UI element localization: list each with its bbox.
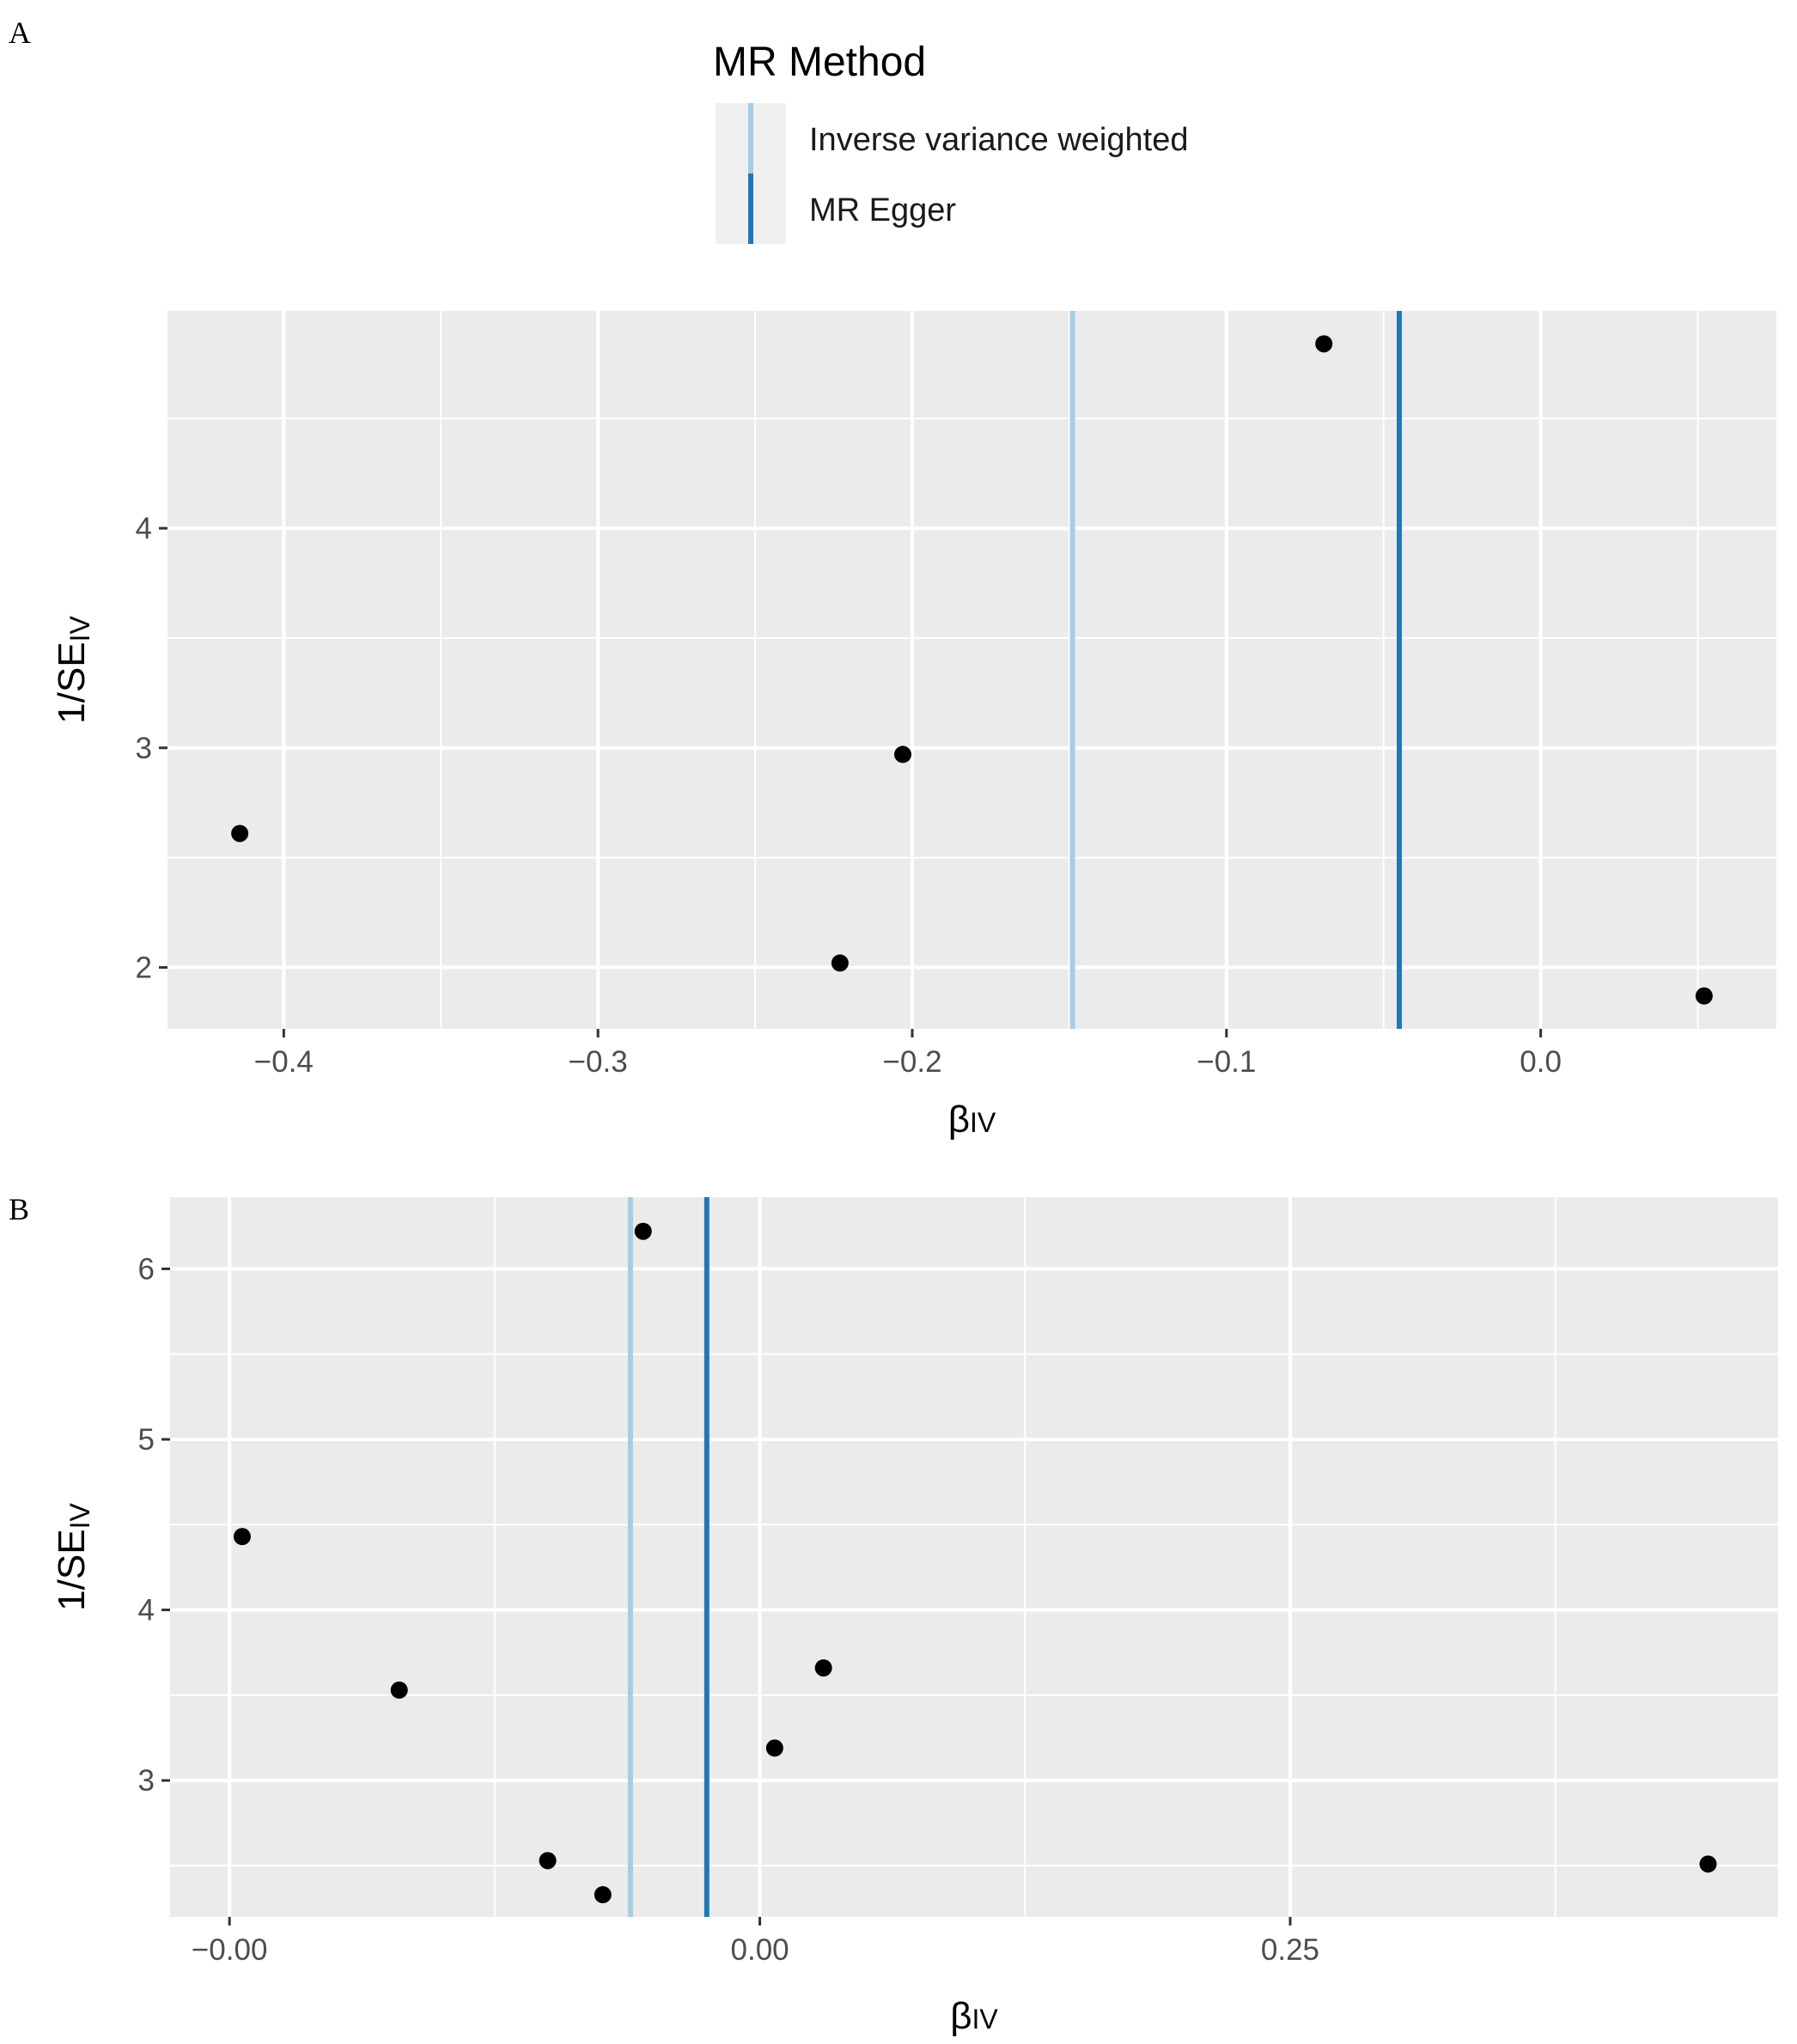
y-tick-label: 2 xyxy=(136,951,152,984)
data-point xyxy=(1315,335,1333,353)
data-point xyxy=(765,1739,783,1757)
data-point xyxy=(231,824,249,843)
data-point xyxy=(894,745,912,763)
y-tick-label: 6 xyxy=(138,1252,155,1286)
panel-label-b: B xyxy=(9,1192,29,1226)
x-tick-label: −0.4 xyxy=(254,1045,314,1079)
y-tick-label: 3 xyxy=(138,1764,155,1798)
data-point xyxy=(634,1222,652,1240)
data-point xyxy=(539,1852,557,1870)
y-axis-title: 1/SEIV xyxy=(51,616,95,724)
chart-panel-b: −0.00 0.00 0.25 3 4 5 6 βIV 1/SEIV xyxy=(51,1197,1778,2037)
x-tick-label: −0.1 xyxy=(1197,1045,1256,1079)
x-tick-label: −0.3 xyxy=(569,1045,628,1079)
legend: MR Method Inverse variance weighted MR E… xyxy=(713,40,1188,244)
legend-label-egger: MR Egger xyxy=(809,192,956,228)
y-tick-label: 4 xyxy=(138,1594,155,1627)
y-tick-label: 3 xyxy=(136,732,152,765)
data-point xyxy=(1695,987,1713,1005)
legend-label-ivw: Inverse variance weighted xyxy=(809,122,1188,158)
plot-background xyxy=(168,311,1776,1029)
y-tick-label: 4 xyxy=(136,512,152,545)
data-point xyxy=(390,1681,408,1699)
x-tick-label: 0.0 xyxy=(1520,1045,1562,1079)
plot-background xyxy=(170,1197,1778,1917)
data-point xyxy=(831,954,849,972)
data-point xyxy=(1699,1855,1717,1873)
data-point xyxy=(594,1886,612,1904)
x-tick-label: 0.00 xyxy=(731,1933,789,1967)
x-axis-title: βIV xyxy=(950,1995,998,2037)
x-axis-title: βIV xyxy=(948,1098,996,1141)
x-tick-label: −0.2 xyxy=(882,1045,941,1079)
legend-title: MR Method xyxy=(713,40,926,85)
panel-label-a: A xyxy=(9,15,31,50)
data-point xyxy=(233,1528,251,1546)
x-tick-label: 0.25 xyxy=(1261,1933,1319,1967)
y-axis-title: 1/SEIV xyxy=(51,1503,95,1611)
x-tick-label: −0.00 xyxy=(192,1933,268,1967)
data-point xyxy=(814,1659,832,1677)
chart-panel-a: −0.4 −0.3 −0.2 −0.1 0.0 2 3 4 βIV 1/SEIV xyxy=(51,311,1776,1141)
y-tick-label: 5 xyxy=(138,1423,155,1457)
